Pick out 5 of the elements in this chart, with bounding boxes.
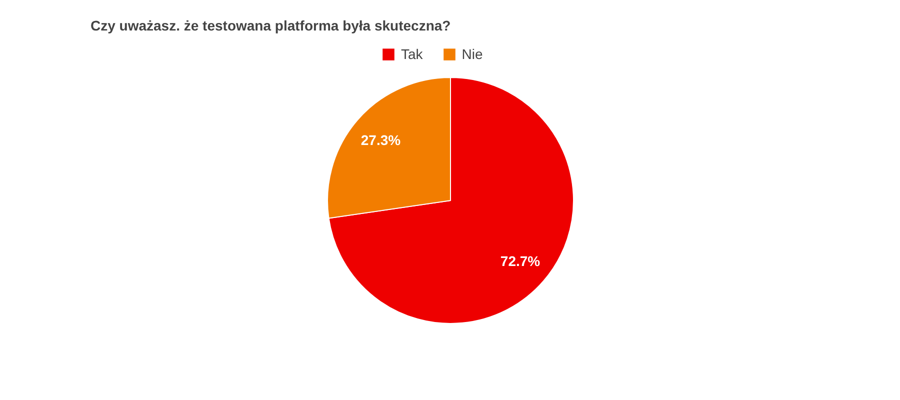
legend-label: Tak [401, 46, 423, 62]
data-label: 27.3% [360, 132, 402, 148]
data-label: 72.7% [500, 252, 541, 269]
chart-title: Czy uważasz. że testowana platforma była skuteczna? [90, 18, 451, 34]
legend-label: Nie [462, 46, 483, 62]
